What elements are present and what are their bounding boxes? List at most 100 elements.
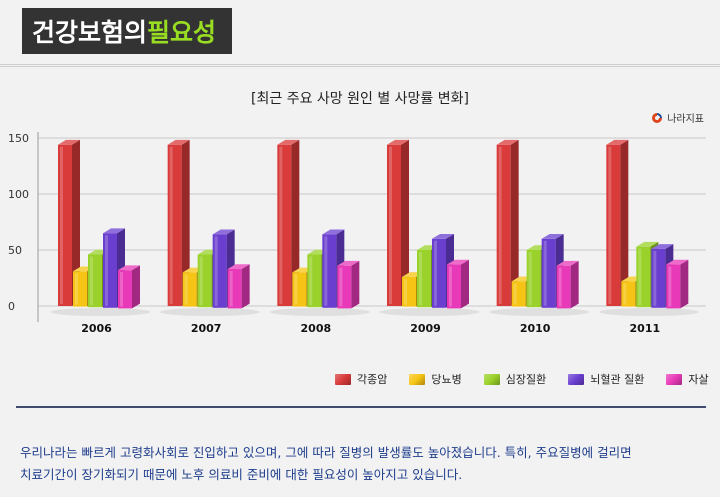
bar-2008-0: [277, 139, 300, 306]
chart-title: [최근 주요 사망 원인 별 사망률 변화]: [251, 91, 469, 107]
bar-2007-4: [227, 264, 250, 309]
description-line-2: 치료기간이 장기화되기 때문에 노후 의료비 준비에 대한 필요성이 높아지고 …: [20, 467, 463, 482]
x-tick-label: 2011: [630, 322, 661, 335]
bar-highlight: [324, 236, 328, 306]
bar-chart: 0 50 100 150 2006 2007 2008 2009 2010 2011: [8, 132, 706, 335]
bar-highlight: [513, 283, 517, 305]
bar-highlight: [434, 240, 437, 306]
legend-label: 자살: [688, 373, 709, 386]
bar-highlight: [404, 278, 407, 305]
bar-top: [496, 139, 519, 145]
description-line-1: 우리나라는 빠르게 고령화사회로 진입하고 있으며, 그에 따라 질병의 발생률…: [20, 445, 632, 460]
bar-2010-4: [556, 260, 579, 309]
bar-2007-0: [167, 139, 190, 306]
bar-highlight: [528, 252, 532, 306]
bar-2006-4: [118, 265, 140, 309]
bar-side: [132, 265, 140, 309]
bar-side: [351, 260, 360, 309]
bar-highlight: [608, 146, 612, 304]
bar-highlight: [169, 146, 173, 304]
y-tick-label: 100: [8, 188, 29, 201]
legend-swatch: [666, 373, 683, 385]
bar-top: [337, 260, 360, 266]
y-tick-label: 150: [8, 132, 29, 145]
source-label: 나라지표: [667, 114, 704, 125]
x-tick-label: 2007: [191, 322, 222, 335]
bar-highlight: [184, 274, 188, 305]
bar-side: [181, 139, 190, 306]
bar-group-shadow: [269, 308, 370, 316]
description-text: 우리나라는 빠르게 고령화사회로 진입하고 있으며, 그에 따라 질병의 발생률…: [20, 442, 720, 486]
bar-highlight: [623, 283, 627, 305]
bar-highlight: [105, 235, 108, 306]
bar-highlight: [229, 271, 233, 307]
bar-highlight: [558, 267, 562, 307]
bar-highlight: [653, 250, 657, 306]
bar-side: [241, 264, 250, 309]
header-title: 건강보험의 필요성: [22, 8, 232, 54]
bar-group-shadow: [598, 308, 699, 316]
header-title-highlight: 필요성: [147, 18, 217, 47]
bar-side: [291, 139, 300, 306]
bar-highlight: [389, 146, 392, 304]
bar-highlight: [543, 240, 547, 306]
bar-top: [636, 241, 659, 247]
source-logo-icon: [652, 112, 663, 123]
bar-highlight: [309, 256, 313, 306]
bar-2009-4: [447, 259, 469, 309]
legend-swatch: [335, 373, 351, 385]
bar-side: [680, 259, 689, 309]
section-divider: [16, 406, 706, 408]
bar-highlight: [279, 146, 283, 304]
bar-2010-0: [496, 139, 519, 306]
legend-swatch: [409, 373, 426, 385]
bar-top: [118, 265, 140, 271]
bar-top: [666, 259, 689, 265]
bar-highlight: [120, 272, 123, 307]
bar-top: [541, 234, 564, 239]
bar-side: [510, 139, 519, 306]
bar-highlight: [638, 248, 642, 306]
x-tick-label: 2008: [301, 322, 332, 335]
bar-highlight: [419, 252, 422, 306]
bar-side: [401, 139, 409, 306]
bar-highlight: [199, 256, 203, 306]
bar-group-shadow: [379, 308, 480, 316]
x-tick-label: 2009: [410, 322, 441, 335]
legend-item: 당뇨병: [409, 371, 462, 387]
bar-2011-0: [606, 139, 629, 306]
bar-2009-0: [387, 139, 409, 306]
bar-top: [322, 229, 345, 235]
bar-group-shadow: [50, 308, 151, 316]
chart-legend: 각종암 당뇨병 심장질환 뇌혈관 질환 자살: [335, 371, 709, 387]
legend-label: 각종암: [357, 373, 388, 386]
source-credit: 나라지표: [651, 110, 704, 125]
bar-top: [277, 139, 300, 145]
bar-2008-4: [337, 260, 360, 309]
legend-item: 각종암: [335, 371, 387, 387]
bar-top: [103, 228, 125, 234]
bar-side: [461, 259, 469, 309]
bar-side: [72, 139, 80, 306]
x-tick-label: 2010: [520, 322, 551, 335]
bar-highlight: [90, 256, 93, 306]
y-tick-label: 50: [8, 244, 22, 257]
bar-top: [432, 234, 454, 239]
legend-item: 뇌혈관 질환: [568, 371, 644, 387]
bar-highlight: [339, 267, 343, 307]
bar-2011-4: [666, 259, 689, 309]
bar-top: [447, 259, 469, 265]
bar-highlight: [214, 236, 218, 306]
bar-top: [227, 264, 250, 270]
bar-top: [212, 229, 235, 235]
bar-side: [570, 260, 579, 309]
bar-highlight: [498, 146, 502, 304]
bar-highlight: [449, 266, 452, 307]
bar-top: [556, 260, 579, 266]
bar-side: [620, 139, 629, 306]
legend-swatch: [483, 373, 500, 385]
legend-label: 당뇨병: [431, 373, 462, 386]
bar-highlight: [60, 146, 63, 304]
header-divider-top: [0, 64, 720, 65]
bar-group-shadow: [489, 308, 590, 316]
